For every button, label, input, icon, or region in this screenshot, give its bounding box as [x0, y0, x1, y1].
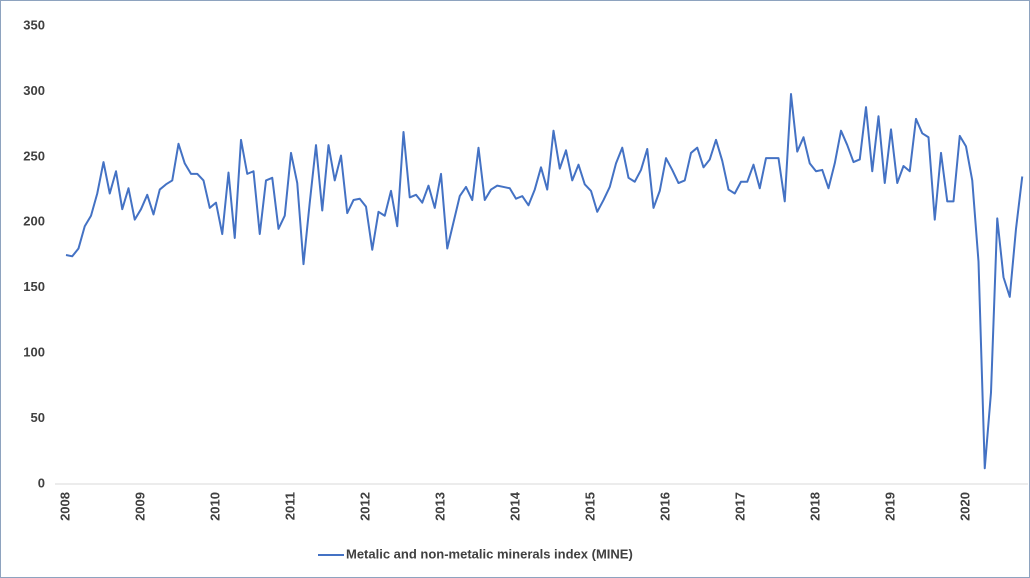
x-tick-label: 2011: [282, 492, 297, 520]
y-tick-label: 300: [23, 83, 45, 98]
x-tick-label: 2020: [957, 492, 972, 521]
legend-label: Metalic and non-metalic minerals index (…: [346, 546, 633, 561]
x-tick-label: 2014: [507, 491, 522, 521]
x-tick-label: 2016: [657, 492, 672, 521]
y-tick-label: 350: [23, 17, 45, 32]
x-tick-label: 2019: [882, 492, 897, 521]
y-tick-label: 250: [23, 148, 45, 163]
x-tick-label: 2015: [582, 492, 597, 521]
x-tick-label: 2008: [57, 492, 72, 521]
y-tick-label: 100: [23, 345, 45, 360]
data-line: [65, 93, 1024, 470]
x-tick-label: 2010: [207, 492, 222, 521]
y-tick-label: 200: [23, 214, 45, 229]
x-tick-label: 2013: [432, 492, 447, 521]
x-tick-label: 2009: [132, 492, 147, 521]
x-tick-label: 2017: [732, 492, 747, 521]
x-tick-label: 2012: [357, 492, 372, 521]
y-tick-label: 0: [38, 475, 45, 490]
y-tick-label: 150: [23, 279, 45, 294]
x-tick-label: 2018: [807, 492, 822, 521]
y-tick-label: 50: [31, 410, 45, 425]
